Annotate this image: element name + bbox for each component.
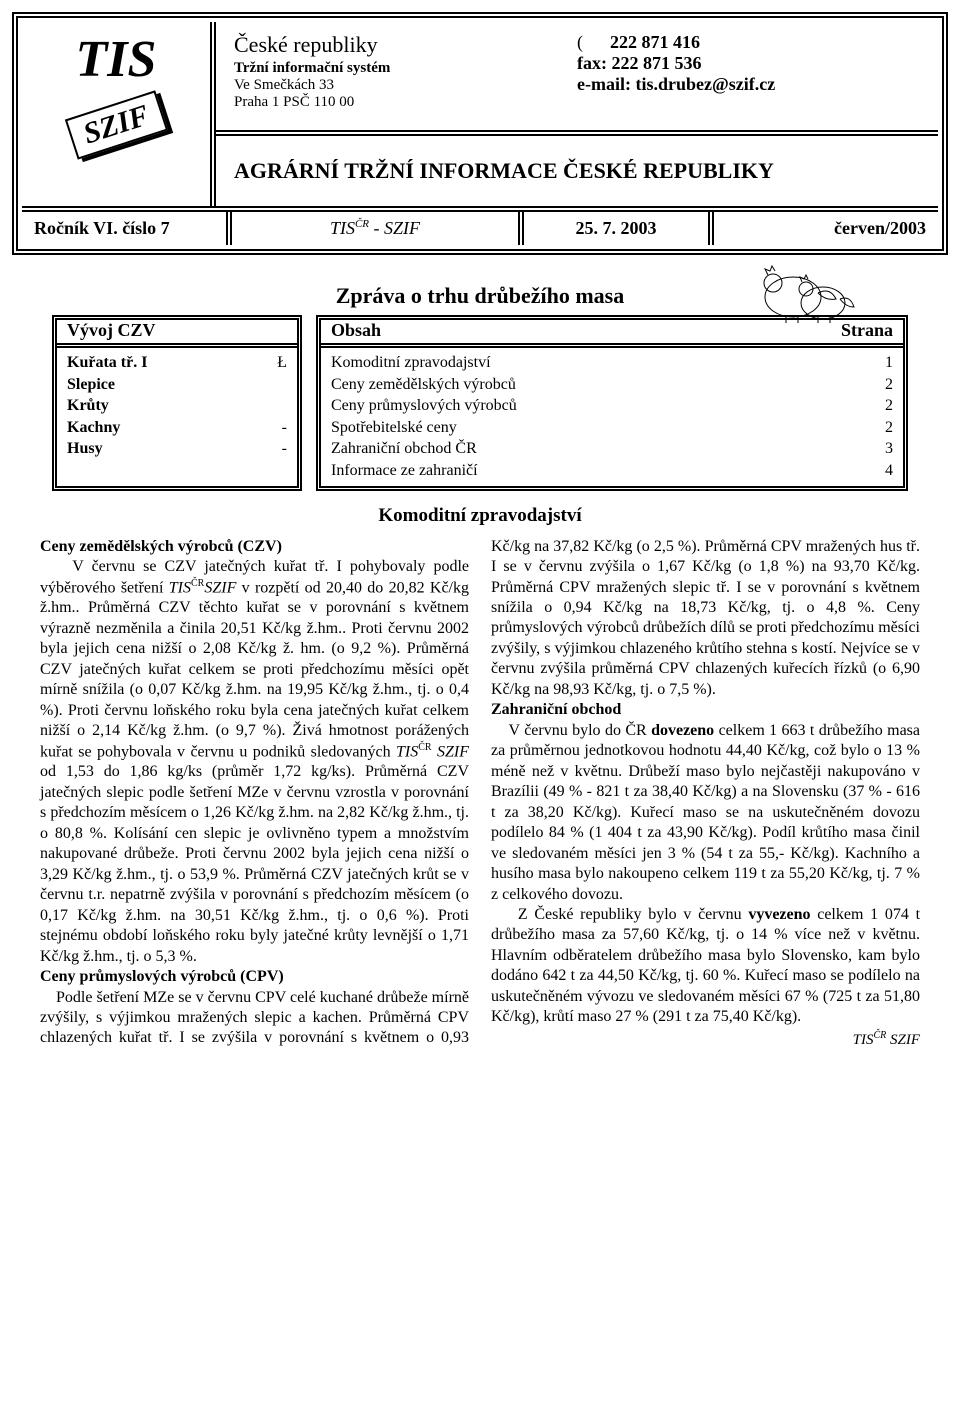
fax-number: fax: 222 871 536 — [577, 53, 702, 73]
vyvoj-header: Vývoj CZV — [67, 320, 156, 341]
vyvoj-row-label: Slepice — [67, 374, 115, 396]
obsah-row-page: 2 — [885, 374, 893, 396]
summary-tables: Vývoj CZV Kuřata tř. I Ł SlepiceKrůtyKachn… — [52, 315, 908, 491]
obsah-row-label: Zahraniční obchod ČR — [331, 438, 477, 460]
issue-tis: TIS — [330, 218, 355, 238]
vyvoj-row-label: Kuřata tř. I — [67, 352, 147, 374]
sec1-head: Ceny zemědělských výrobců (CZV) — [40, 538, 282, 555]
sec3-text-b: celkem 1 663 t drůbežího masa za průměrn… — [491, 722, 920, 903]
chicken-icon — [748, 255, 858, 325]
vyvoj-row-value: Ł — [277, 352, 287, 374]
sec1-szif: SZIF — [204, 579, 236, 596]
vyvoj-row-value: - — [282, 417, 287, 439]
issue-date: 25. 7. 2003 — [524, 212, 714, 245]
obsah-row-label: Ceny průmyslových výrobců — [331, 395, 517, 417]
obsah-row-page: 4 — [885, 460, 893, 482]
email-address: e-mail: tis.drubez@szif.cz — [577, 74, 775, 94]
obsah-row-label: Ceny zemědělských výrobců — [331, 374, 516, 396]
sec1-tis2: TIS — [396, 743, 418, 760]
org-country: České republiky — [234, 32, 577, 58]
sec3-bold2: vyvezeno — [748, 906, 810, 923]
obsah-row: Komoditní zpravodajství 1 — [331, 352, 893, 374]
masthead: TIS SZIF České republiky Tržní informačn… — [22, 22, 938, 212]
org-addr2: Praha 1 PSČ 110 00 — [234, 94, 577, 111]
obsah-header-l: Obsah — [331, 320, 381, 341]
obsah-row-page: 1 — [885, 352, 893, 374]
vyvoj-row: Krůty — [67, 395, 287, 417]
sec1-tis: TIS — [169, 579, 191, 596]
foot-szif: SZIF — [886, 1032, 920, 1048]
logo-szif: SZIF — [64, 90, 167, 159]
sec3-head: Zahraniční obchod — [491, 701, 621, 718]
phone-number: 222 871 416 — [610, 32, 700, 52]
obsah-row: Informace ze zahraničí 4 — [331, 460, 893, 482]
vyvoj-row-value: - — [282, 438, 287, 460]
masthead-center: České republiky Tržní informační systém … — [216, 22, 938, 206]
document-frame: TIS SZIF České republiky Tržní informačn… — [12, 12, 948, 255]
report-title-text: Zpráva o trhu drůbežího masa — [336, 283, 624, 308]
issue-rocnik: Ročník VI. číslo 7 — [22, 212, 232, 245]
article-body: Ceny zemědělských výrobců (CZV) V červnu… — [12, 537, 948, 1058]
vyvoj-row: Slepice — [67, 374, 287, 396]
contact-info: ( 222 871 416 fax: 222 871 536 e-mail: t… — [577, 32, 920, 122]
foot-tis-sup: ČR — [873, 1030, 886, 1041]
foot-tis: TIS — [853, 1032, 874, 1048]
logo-cell: TIS SZIF — [22, 22, 216, 206]
report-title: Zpráva o trhu drůbežího masa — [12, 283, 948, 309]
vyvoj-row-label: Husy — [67, 438, 103, 460]
obsah-row-page: 3 — [885, 438, 893, 460]
sec1-tis2-sup: ČR — [418, 742, 431, 753]
sec3-text-2a: Z České republiky bylo v červnu — [518, 906, 748, 923]
vyvoj-row-label: Krůty — [67, 395, 109, 417]
obsah-row: Zahraniční obchod ČR 3 — [331, 438, 893, 460]
issue-bar: Ročník VI. číslo 7 TISČR - SZIF 25. 7. 2… — [22, 212, 938, 245]
footer-signature: TISČR SZIF — [491, 1030, 920, 1050]
issue-month: červen/2003 — [714, 212, 938, 245]
sec3-text-2b: celkem 1 074 t drůbežího masa za 57,60 K… — [491, 906, 920, 1025]
vyvoj-box: Vývoj CZV Kuřata tř. I Ł SlepiceKrůtyKachn… — [52, 315, 302, 491]
vyvoj-row: Husy - — [67, 438, 287, 460]
sec1-szif2: SZIF — [432, 743, 469, 760]
obsah-row: Spotřebitelské ceny 2 — [331, 417, 893, 439]
komod-heading: Komoditní zpravodajství — [12, 505, 948, 527]
sec2-head: Ceny průmyslových výrobců (CPV) — [40, 968, 284, 985]
phone-icon: ( — [577, 32, 583, 52]
issue-source: TISČR - SZIF — [232, 212, 524, 245]
vyvoj-row: Kuřata tř. I Ł — [67, 352, 287, 374]
issue-szif: - SZIF — [369, 218, 420, 238]
org-subtitle: Tržní informační systém — [234, 60, 577, 77]
sec1-text-c: od 1,53 do 1,86 kg/ks (průměr 1,72 kg/ks… — [40, 763, 469, 964]
sec3-bold1: dovezeno — [651, 722, 714, 739]
logo-tis: TIS — [76, 34, 157, 86]
org-addr1: Ve Smečkách 33 — [234, 77, 577, 94]
obsah-row-page: 2 — [885, 395, 893, 417]
obsah-row: Ceny zemědělských výrobců 2 — [331, 374, 893, 396]
sec1-tis-sup: ČR — [191, 578, 204, 589]
sec3-text-a: V červnu bylo do ČR — [509, 722, 652, 739]
obsah-box: Obsah Strana Komoditní zpravodajství1Cen… — [316, 315, 908, 491]
obsah-row-label: Informace ze zahraničí — [331, 460, 478, 482]
vyvoj-row: Kachny - — [67, 417, 287, 439]
main-title: AGRÁRNÍ TRŽNÍ INFORMACE ČESKÉ REPUBLIKY — [216, 136, 938, 206]
obsah-row: Ceny průmyslových výrobců 2 — [331, 395, 893, 417]
issue-tis-sup: ČR — [355, 218, 369, 230]
sec1-text-b: v rozpětí od 20,40 do 20,82 Kč/kg ž.hm..… — [40, 579, 469, 760]
vyvoj-row-label: Kachny — [67, 417, 120, 439]
obsah-row-label: Komoditní zpravodajství — [331, 352, 491, 374]
obsah-row-page: 2 — [885, 417, 893, 439]
org-info: České republiky Tržní informační systém … — [234, 32, 577, 122]
obsah-row-label: Spotřebitelské ceny — [331, 417, 457, 439]
